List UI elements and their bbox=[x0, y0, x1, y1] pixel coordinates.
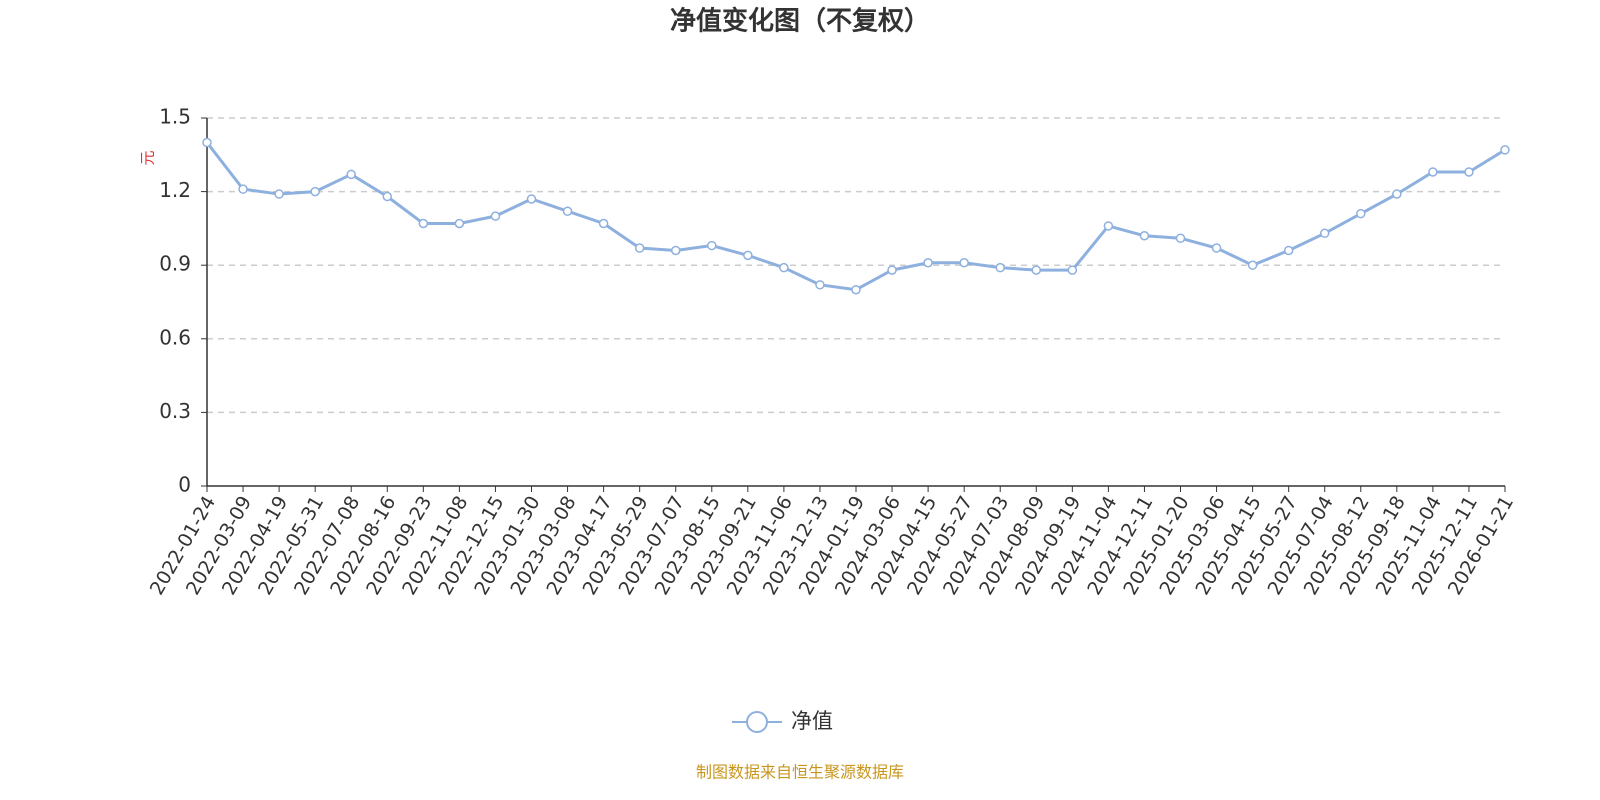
point bbox=[1356, 208, 1366, 219]
y-tick-label: 0.6 bbox=[159, 325, 191, 349]
point bbox=[779, 262, 789, 273]
legend-marker bbox=[746, 711, 768, 733]
point bbox=[1139, 231, 1150, 241]
y-tick-label: 1.5 bbox=[159, 105, 191, 129]
y-tick-label: 0.3 bbox=[159, 399, 191, 423]
point bbox=[1392, 189, 1402, 199]
point bbox=[1283, 245, 1294, 256]
point bbox=[1464, 167, 1474, 177]
point bbox=[1211, 243, 1222, 253]
point bbox=[1247, 260, 1258, 270]
y-tick-label: 1.2 bbox=[159, 178, 191, 202]
point bbox=[1031, 265, 1042, 275]
point bbox=[1428, 167, 1438, 177]
point bbox=[707, 240, 717, 251]
point bbox=[887, 265, 897, 275]
legend-label: 净值 bbox=[791, 709, 833, 733]
line bbox=[205, 141, 1506, 292]
point bbox=[202, 137, 212, 148]
point bbox=[995, 262, 1005, 273]
point bbox=[1175, 233, 1186, 243]
point bbox=[598, 218, 609, 229]
point bbox=[815, 280, 825, 290]
point bbox=[634, 243, 645, 253]
point bbox=[1067, 265, 1078, 275]
point bbox=[1319, 228, 1330, 239]
point bbox=[851, 284, 861, 295]
point bbox=[454, 218, 465, 229]
y-tick-label: 0 bbox=[178, 473, 191, 497]
y-axis-label: 元 bbox=[139, 150, 157, 165]
source-note: 制图数据来自恒生聚源数据库 bbox=[696, 763, 904, 782]
point bbox=[346, 169, 356, 180]
point bbox=[274, 189, 284, 199]
point bbox=[526, 194, 537, 204]
point bbox=[562, 206, 573, 216]
point bbox=[382, 191, 393, 202]
point bbox=[310, 186, 320, 197]
y-tick-label: 0.9 bbox=[159, 252, 191, 276]
point bbox=[959, 257, 969, 268]
point bbox=[238, 184, 248, 194]
point bbox=[923, 257, 933, 268]
point bbox=[418, 218, 429, 229]
chart-title: 净值变化图（不复权） bbox=[670, 6, 930, 37]
point bbox=[743, 250, 753, 261]
point bbox=[1103, 221, 1114, 231]
point bbox=[1500, 145, 1510, 155]
point bbox=[490, 211, 501, 221]
point bbox=[670, 245, 681, 256]
